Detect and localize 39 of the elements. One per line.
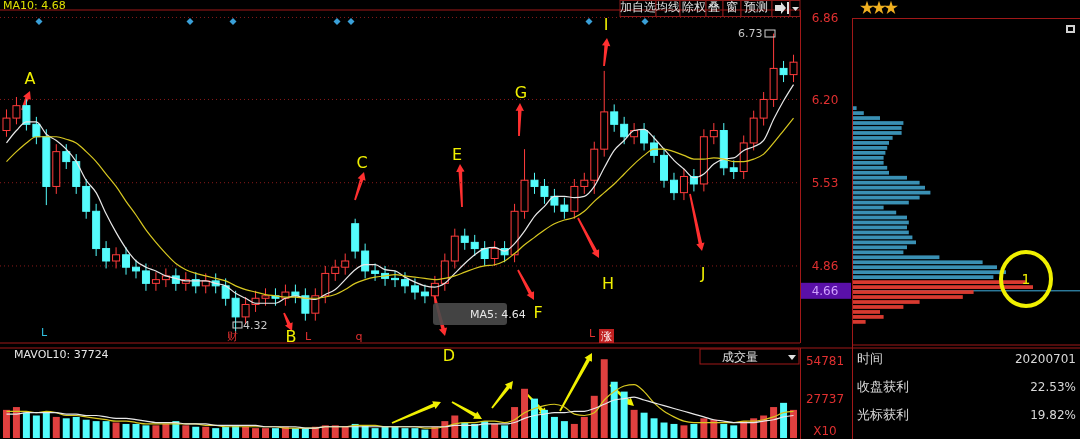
annotation: q [355, 330, 363, 343]
annotation: I [603, 15, 609, 34]
text: X10 [813, 424, 837, 438]
ref-line-label: 4.66 [811, 284, 839, 299]
annotation: E [451, 145, 463, 164]
annotation: 1 [1021, 271, 1031, 287]
text: 收盘获利 [857, 379, 909, 394]
text: 光标获利 [857, 407, 909, 422]
annotation: 成交量 [722, 350, 758, 364]
annotation: 4.32 [243, 319, 268, 332]
annotation: 窗 [726, 0, 738, 14]
annotation: C [356, 153, 368, 172]
annotation: A [24, 69, 36, 88]
text: 20200701 [1014, 352, 1076, 366]
annotation: H [601, 274, 615, 293]
text: 19.82% [1030, 408, 1076, 422]
y-tick-label: 5.53 [811, 175, 839, 190]
y-tick-label: 4.86 [811, 259, 839, 274]
text: 22.53% [1030, 380, 1076, 394]
y-tick-label: 27737 [805, 392, 845, 407]
y-tick-label: 54781 [805, 354, 845, 369]
annotation: 叠 [708, 0, 720, 14]
annotation: 预测 [744, 0, 768, 14]
annotation: L [304, 330, 312, 343]
annotation: J [699, 264, 706, 283]
y-tick-label: 6.20 [811, 92, 839, 107]
annotation: L [588, 327, 596, 340]
annotation: D [442, 346, 456, 365]
annotation: F [533, 303, 543, 322]
y-tick-label: 6.86 [811, 10, 839, 25]
annotation: MAVOL10: 37724 [14, 348, 109, 361]
annotation: B [285, 327, 297, 346]
annotation: 财 [226, 330, 238, 343]
annotation: MA5: 4.64 [470, 308, 526, 321]
annotation: L [40, 326, 48, 339]
text: 时间 [857, 351, 883, 366]
annotation: G [514, 83, 528, 102]
annotation: 6.73 [738, 27, 763, 40]
annotation: MA10: 4.68 [3, 0, 66, 12]
